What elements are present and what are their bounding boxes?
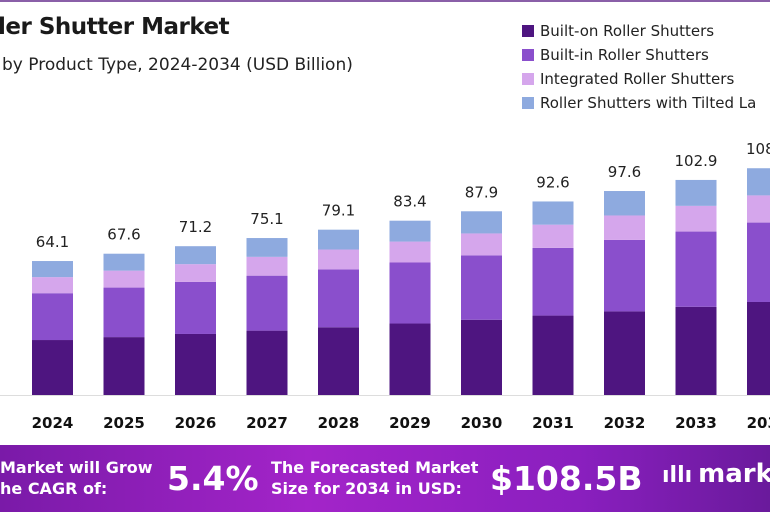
bar-segment-2030-2 — [461, 233, 502, 256]
bar-segment-2028-2 — [318, 249, 359, 270]
legend-item-built-in: Built-in Roller Shutters — [522, 43, 756, 67]
bar-segment-2026-0 — [175, 333, 216, 395]
chart-title: ler Shutter Market — [0, 14, 230, 40]
legend: Built-on Roller Shutters Built-in Roller… — [522, 19, 756, 115]
forecast-caption-line2: Size for 2034 in USD: — [271, 479, 462, 498]
footer-banner: Market will Grow he CAGR of: 5.4% The For… — [0, 445, 770, 512]
bar-segment-2030-3 — [461, 211, 502, 234]
cagr-caption: Market will Grow he CAGR of: — [0, 457, 153, 499]
total-label-2024: 64.1 — [36, 233, 69, 251]
forecast-value: $108.5B — [490, 459, 643, 498]
x-tick-label-2029: 2029 — [389, 414, 431, 432]
cagr-caption-line2: he CAGR of: — [0, 479, 108, 498]
bar-segment-2029-1 — [389, 262, 431, 324]
bar-segment-2032-3 — [604, 191, 645, 216]
bar-segment-2025-0 — [103, 337, 145, 395]
forecast-caption-line1: The Forecasted Market — [271, 458, 479, 477]
bar-segment-2026-2 — [175, 264, 216, 282]
bar-segment-2027-3 — [246, 238, 288, 257]
bar-segment-2027-0 — [246, 330, 288, 395]
x-tick-label-2030: 2030 — [461, 414, 503, 432]
bar-segment-2024-2 — [32, 277, 73, 294]
total-label-2029: 83.4 — [393, 193, 426, 211]
legend-swatch — [522, 49, 534, 61]
total-label-2030: 87.9 — [465, 183, 498, 201]
legend-item-tilted: Roller Shutters with Tilted La — [522, 91, 756, 115]
bar-segment-2029-3 — [389, 220, 431, 242]
bar-segment-2034-1 — [747, 222, 770, 302]
logo-icon: ıllı — [662, 463, 693, 488]
legend-label: Roller Shutters with Tilted La — [540, 94, 757, 112]
bar-segment-2026-3 — [175, 246, 216, 265]
bar-segment-2033-2 — [675, 205, 717, 232]
total-label-2027: 75.1 — [250, 210, 283, 228]
bar-segment-2033-1 — [675, 231, 717, 307]
bar-segment-2025-2 — [103, 270, 145, 288]
legend-swatch — [522, 25, 534, 37]
bar-segment-2030-1 — [461, 255, 502, 320]
bar-segment-2031-3 — [532, 201, 574, 225]
bar-segment-2027-2 — [246, 256, 288, 276]
bar-segment-2031-2 — [532, 224, 574, 248]
bar-segment-2032-1 — [604, 239, 645, 312]
bar-segment-2025-1 — [103, 287, 145, 338]
bar-segment-2032-2 — [604, 215, 645, 240]
legend-label: Built-in Roller Shutters — [540, 46, 709, 64]
bar-segment-2028-3 — [318, 229, 359, 250]
forecast-caption: The Forecasted Market Size for 2034 in US… — [271, 457, 478, 499]
legend-item-built-on: Built-on Roller Shutters — [522, 19, 756, 43]
bar-segment-2034-3 — [747, 168, 770, 196]
bar-segment-2028-1 — [318, 269, 359, 328]
bar-segment-2034-0 — [747, 301, 770, 395]
total-label-2025: 67.6 — [107, 226, 140, 244]
legend-item-integrated: Integrated Roller Shutters — [522, 67, 756, 91]
x-tick-label-2026: 2026 — [175, 414, 217, 432]
legend-swatch — [522, 73, 534, 85]
bar-segment-2029-0 — [389, 323, 431, 395]
total-label-2028: 79.1 — [322, 202, 355, 220]
bar-segment-2024-1 — [32, 293, 73, 341]
bar-segment-2028-0 — [318, 327, 359, 395]
bar-segment-2030-0 — [461, 319, 502, 395]
bar-segment-2029-2 — [389, 241, 431, 263]
bar-segment-2026-1 — [175, 281, 216, 334]
bar-segment-2033-3 — [675, 179, 717, 206]
cagr-value: 5.4% — [167, 459, 259, 498]
bar-segment-2033-0 — [675, 306, 717, 395]
cagr-caption-line1: Market will Grow — [0, 458, 153, 477]
top-border — [0, 0, 770, 2]
bar-segment-2034-2 — [747, 195, 770, 223]
bar-segment-2024-0 — [32, 340, 73, 395]
x-tick-label-2031: 2031 — [532, 414, 574, 432]
bar-segment-2025-3 — [103, 253, 145, 271]
bar-segment-2032-0 — [604, 311, 645, 395]
total-label-2032: 97.6 — [608, 163, 641, 181]
x-tick-label-2025: 2025 — [103, 414, 145, 432]
total-label-2031: 92.6 — [536, 173, 569, 191]
legend-label: Integrated Roller Shutters — [540, 70, 735, 88]
legend-label: Built-on Roller Shutters — [540, 22, 715, 40]
bar-segment-2031-0 — [532, 315, 574, 395]
x-tick-label-2032: 2032 — [604, 414, 646, 432]
legend-swatch — [522, 97, 534, 109]
bar-segment-2027-1 — [246, 275, 288, 331]
bar-segment-2031-1 — [532, 247, 574, 316]
brand-logo: ıllımarke — [662, 459, 770, 489]
bar-segment-2024-3 — [32, 261, 73, 278]
stacked-bar-chart: 64.1 2024 67.6 2025 71.2 2026 75.1 2027 79.1 2028… — [0, 140, 770, 432]
x-tick-label-2034: 2034 — [747, 414, 770, 432]
x-tick-label-2028: 2028 — [318, 414, 360, 432]
total-label-2034: 108.5 — [746, 140, 770, 158]
x-tick-label-2024: 2024 — [32, 414, 74, 432]
chart-subtitle: by Product Type, 2024-2034 (USD Billion) — [2, 55, 353, 75]
total-label-2026: 71.2 — [179, 218, 212, 236]
total-label-2033: 102.9 — [675, 152, 718, 170]
logo-text: marke — [698, 459, 770, 489]
x-tick-label-2033: 2033 — [675, 414, 717, 432]
x-tick-label-2027: 2027 — [246, 414, 288, 432]
